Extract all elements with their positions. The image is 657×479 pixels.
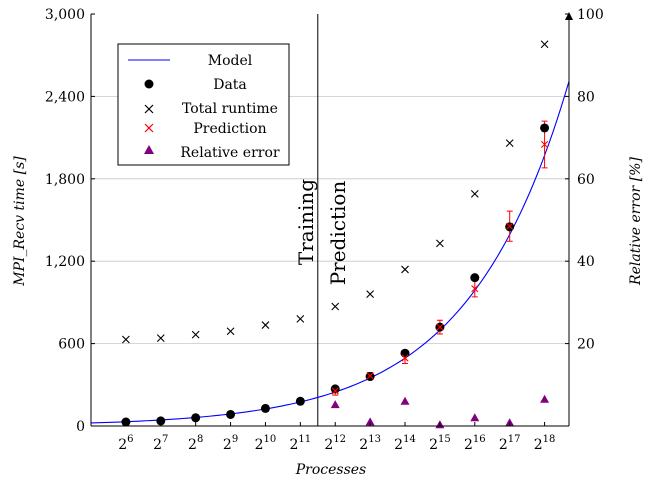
x-axis-title: Processes bbox=[295, 462, 367, 478]
total-runtime-point bbox=[540, 40, 549, 49]
data-point bbox=[330, 384, 340, 394]
x-tick-label: 218 bbox=[534, 434, 556, 453]
x-tick-label: 213 bbox=[359, 434, 381, 453]
relative-error-point bbox=[470, 413, 480, 422]
legend-data-swatch bbox=[144, 79, 154, 89]
total-runtime-point bbox=[226, 327, 235, 336]
legend-prediction-label: Prediction bbox=[193, 121, 266, 137]
x-tick-label: 210 bbox=[255, 434, 277, 453]
data-point bbox=[191, 413, 201, 423]
data-point bbox=[540, 123, 550, 133]
data-point bbox=[295, 396, 305, 406]
y-tick-label: 1,200 bbox=[45, 254, 85, 270]
total-runtime-point bbox=[366, 290, 375, 299]
y2-tick-label: 20 bbox=[577, 337, 595, 353]
legend-total-swatch bbox=[144, 104, 154, 114]
y2-tick-label: 60 bbox=[577, 172, 595, 188]
plot-area bbox=[90, 14, 570, 429]
relative-error-point bbox=[330, 400, 340, 409]
total-runtime-point bbox=[296, 314, 305, 323]
y2-tick-label: 40 bbox=[577, 254, 595, 270]
y-tick-label: 1,800 bbox=[45, 172, 85, 188]
y2-axis-arrow bbox=[565, 12, 573, 20]
legend-model-label: Model bbox=[208, 53, 253, 69]
x-tick-label: 26 bbox=[118, 434, 133, 453]
y-axis-title: MPI_Recv time [s] bbox=[12, 156, 28, 287]
total-runtime-point bbox=[401, 265, 409, 274]
legend: Model Data Total runtime Prediction Rela… bbox=[117, 43, 290, 166]
x-tick-label: 215 bbox=[429, 434, 451, 453]
total-runtime-point bbox=[261, 321, 270, 329]
y2-tick-label: 80 bbox=[577, 89, 595, 105]
x-tick-label: 216 bbox=[464, 434, 486, 453]
total-runtime-point bbox=[156, 334, 165, 342]
prediction-point bbox=[331, 387, 339, 395]
data-point bbox=[156, 416, 166, 426]
axes: 0 600 1,200 1,800 2,400 3,000 20 40 60 80 100 26 27 2… bbox=[45, 7, 604, 453]
prediction-point bbox=[436, 323, 444, 331]
total-runtime-point bbox=[122, 335, 130, 344]
legend-data-label: Data bbox=[213, 77, 247, 93]
y2-tick-label: 100 bbox=[577, 7, 604, 23]
phase-label-prediction: Prediction bbox=[326, 181, 350, 286]
data-point bbox=[470, 273, 480, 283]
model-line bbox=[90, 81, 570, 424]
legend-error-label: Relative error bbox=[180, 145, 279, 161]
total-runtime-point bbox=[505, 139, 514, 147]
x-tick-label: 211 bbox=[290, 434, 312, 453]
relative-error-point bbox=[365, 417, 375, 426]
y2-axis-title: Relative error [%] bbox=[628, 157, 644, 286]
prediction-point bbox=[506, 222, 514, 230]
legend-total-label: Total runtime bbox=[182, 101, 278, 117]
total-runtime-point bbox=[470, 190, 479, 198]
total-runtime-point bbox=[436, 239, 444, 248]
x-tick-label: 217 bbox=[499, 434, 521, 453]
x-tick-label: 27 bbox=[153, 434, 168, 453]
prediction-point bbox=[471, 285, 479, 293]
y-tick-label: 0 bbox=[76, 419, 85, 435]
total-runtime-point bbox=[191, 330, 200, 339]
data-point bbox=[260, 403, 270, 413]
y-tick-label: 3,000 bbox=[45, 7, 85, 23]
relative-error-point bbox=[540, 394, 550, 403]
x-tick-label: 212 bbox=[324, 434, 346, 453]
relative-error-point bbox=[400, 396, 410, 405]
prediction-point bbox=[401, 354, 409, 362]
y-tick-label: 600 bbox=[58, 337, 85, 353]
x-tick-label: 28 bbox=[188, 434, 203, 453]
x-tick-label: 29 bbox=[223, 434, 238, 453]
data-point bbox=[400, 348, 410, 358]
data-point bbox=[226, 409, 236, 419]
x-tick-label: 214 bbox=[394, 434, 416, 453]
prediction-point bbox=[540, 140, 549, 149]
prediction-point bbox=[366, 372, 374, 380]
phase-label-training: Training bbox=[294, 179, 318, 265]
legend-prediction-swatch bbox=[144, 123, 154, 133]
total-runtime-point bbox=[331, 302, 340, 311]
y-tick-label: 2,400 bbox=[45, 89, 85, 105]
legend-box bbox=[117, 43, 290, 166]
legend-error-swatch bbox=[144, 145, 154, 154]
